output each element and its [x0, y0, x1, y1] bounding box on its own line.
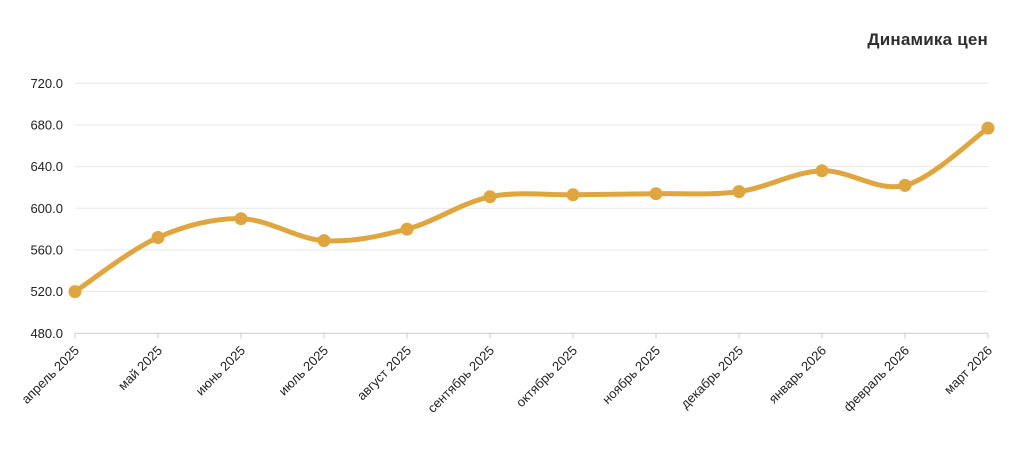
data-point[interactable] — [566, 188, 580, 202]
x-tick-label: апрель 2025 — [18, 343, 82, 407]
x-tick-label: июль 2025 — [276, 343, 332, 399]
data-point[interactable] — [317, 234, 331, 248]
y-tick-label: 520.0 — [30, 284, 63, 299]
data-point[interactable] — [981, 121, 995, 135]
data-point[interactable] — [151, 231, 165, 244]
chart-title: Динамика цен — [867, 30, 988, 49]
price-line — [72, 125, 991, 295]
y-tick-label: 480.0 — [30, 326, 63, 341]
data-point[interactable] — [649, 187, 663, 201]
x-tick-label: март 2026 — [941, 343, 995, 397]
x-tick-label: декабрь 2025 — [678, 343, 747, 412]
x-tick-label: июнь 2025 — [193, 343, 249, 399]
x-tick-label: май 2025 — [115, 343, 165, 393]
x-tick-label: сентябрь 2025 — [424, 343, 497, 416]
data-point[interactable] — [732, 185, 746, 199]
data-point[interactable] — [234, 212, 248, 226]
x-tick-label: январь 2026 — [766, 343, 829, 406]
y-tick-label: 600.0 — [30, 201, 63, 216]
x-tick-label: ноябрь 2025 — [599, 343, 663, 407]
data-point[interactable] — [68, 285, 82, 299]
y-tick-label: 720.0 — [30, 76, 63, 91]
y-tick-label: 560.0 — [30, 243, 63, 258]
data-point[interactable] — [483, 190, 497, 204]
data-point[interactable] — [400, 222, 414, 236]
data-point[interactable] — [898, 178, 912, 192]
y-tick-label: 680.0 — [30, 118, 63, 133]
data-point[interactable] — [815, 164, 829, 178]
y-tick-label: 640.0 — [30, 159, 63, 174]
x-tick-label: февраль 2026 — [841, 343, 913, 415]
x-tick-label: август 2025 — [354, 343, 414, 403]
x-tick-label: октябрь 2025 — [513, 343, 580, 410]
